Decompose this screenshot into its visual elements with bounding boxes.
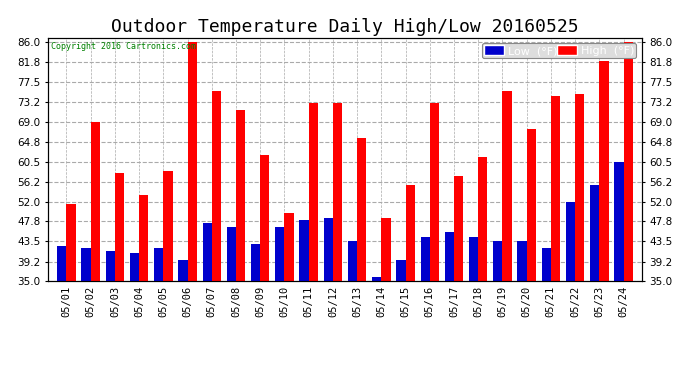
Bar (57, 246, 66, 281)
Bar (445, 232, 454, 281)
Bar (299, 220, 308, 281)
Bar (251, 244, 260, 281)
Bar (493, 242, 502, 281)
Bar (478, 157, 487, 281)
Legend: Low  (°F), High  (°F): Low (°F), High (°F) (482, 43, 636, 58)
Bar (600, 61, 609, 281)
Title: Outdoor Temperature Daily High/Low 20160525: Outdoor Temperature Daily High/Low 20160… (111, 18, 579, 36)
Bar (575, 94, 584, 281)
Bar (590, 185, 600, 281)
Bar (502, 92, 512, 281)
Bar (284, 213, 294, 281)
Bar (518, 242, 526, 281)
Bar (454, 176, 463, 281)
Bar (164, 171, 172, 281)
Bar (188, 42, 197, 281)
Bar (542, 249, 551, 281)
Bar (372, 277, 382, 281)
Bar (469, 237, 478, 281)
Bar (115, 173, 124, 281)
Bar (275, 227, 284, 281)
Bar (421, 237, 430, 281)
Bar (212, 92, 221, 281)
Bar (130, 253, 139, 281)
Bar (178, 260, 188, 281)
Bar (333, 103, 342, 281)
Bar (227, 227, 236, 281)
Bar (203, 223, 212, 281)
Bar (236, 110, 245, 281)
Bar (324, 218, 333, 281)
Bar (260, 154, 269, 281)
Bar (406, 185, 415, 281)
Bar (357, 138, 366, 281)
Bar (154, 249, 164, 281)
Bar (308, 103, 318, 281)
Bar (614, 162, 624, 281)
Bar (430, 103, 439, 281)
Bar (81, 249, 90, 281)
Bar (382, 218, 391, 281)
Bar (396, 260, 406, 281)
Bar (551, 96, 560, 281)
Bar (90, 122, 100, 281)
Bar (526, 129, 536, 281)
Bar (139, 195, 148, 281)
Bar (566, 202, 575, 281)
Bar (106, 251, 115, 281)
Bar (66, 204, 76, 281)
Text: Copyright 2016 Cartronics.com: Copyright 2016 Cartronics.com (51, 42, 196, 51)
Bar (348, 242, 357, 281)
Bar (624, 42, 633, 281)
